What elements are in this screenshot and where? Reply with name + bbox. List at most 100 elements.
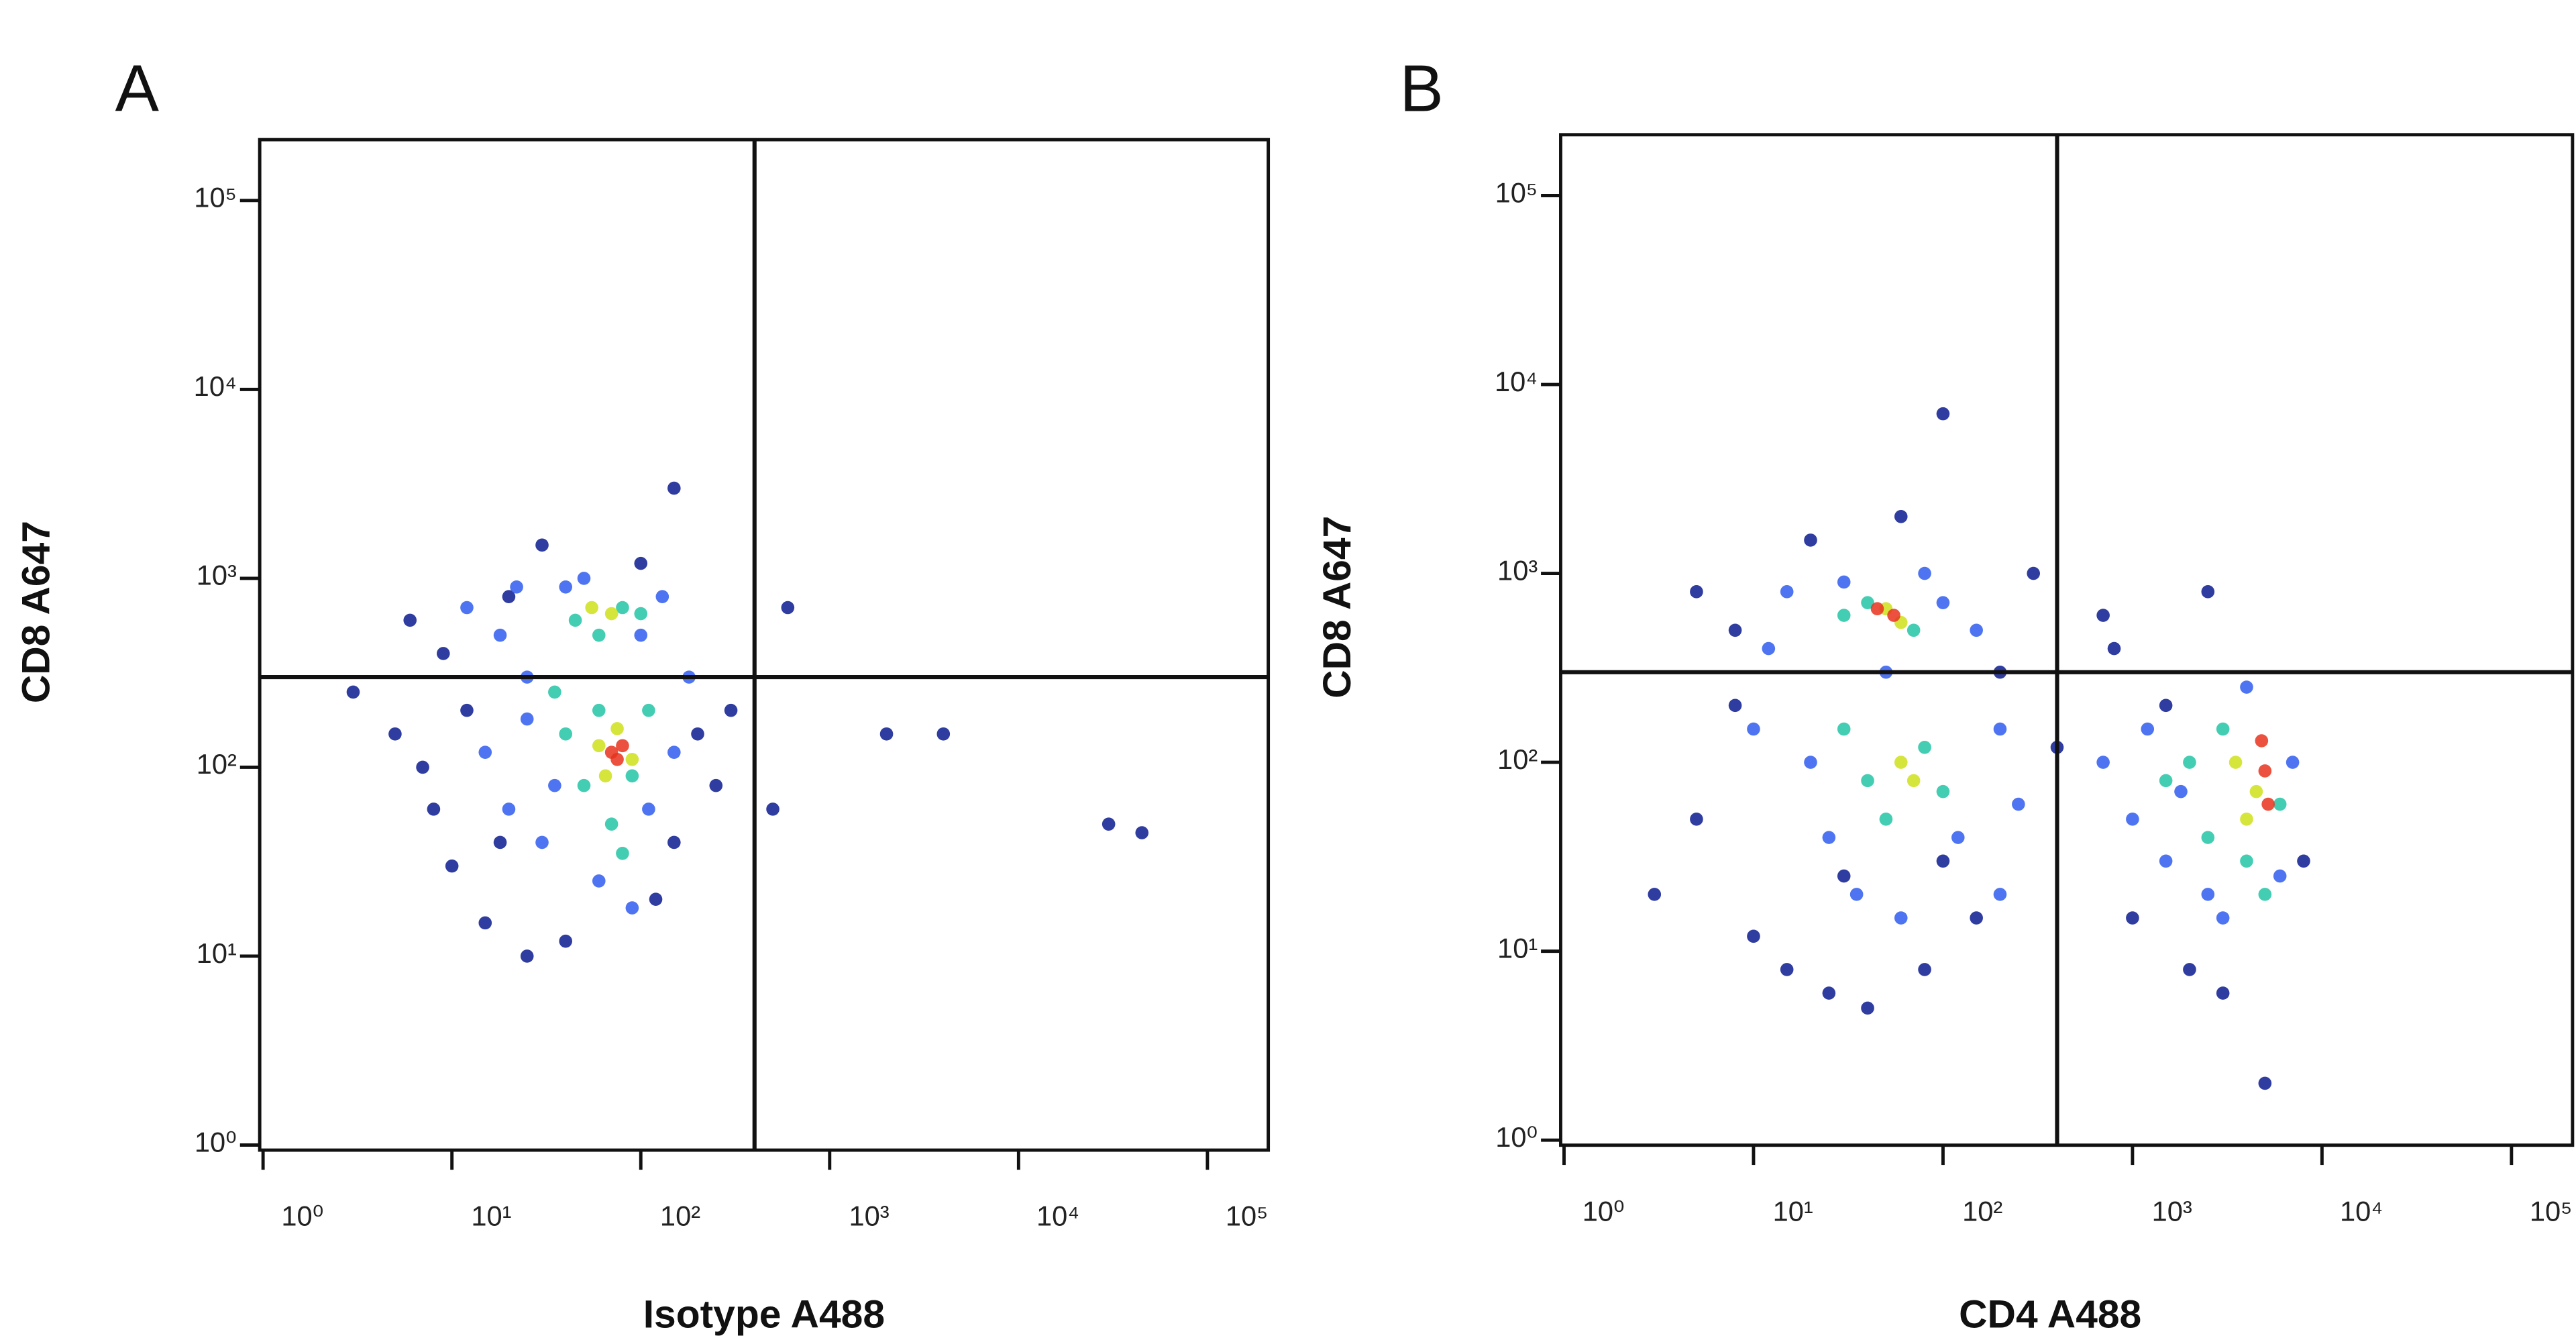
data-point [577, 778, 591, 792]
data-point [1762, 641, 1776, 656]
x-tick-label: 10² [660, 1200, 700, 1232]
y-tick-label: 10³ [1497, 554, 1538, 586]
data-point [2201, 831, 2215, 844]
data-point [634, 556, 648, 570]
data-point [2126, 911, 2139, 925]
y-tick-label: 10¹ [1497, 932, 1538, 964]
data-point [520, 712, 534, 726]
data-point [346, 685, 360, 699]
data-point [1894, 510, 1908, 523]
data-point [2255, 734, 2269, 747]
data-point [577, 572, 591, 585]
x-tick-label: 10⁴ [2340, 1195, 2383, 1227]
x-tick-label: 10¹ [1773, 1195, 1813, 1227]
data-point [598, 769, 612, 783]
data-point [2273, 797, 2287, 811]
x-tick-label: 10¹ [471, 1200, 511, 1232]
data-point [2096, 756, 2110, 769]
data-point [691, 727, 704, 741]
data-point [634, 628, 648, 642]
data-point [1837, 575, 1851, 589]
data-point [936, 727, 951, 741]
data-point [1936, 407, 1950, 421]
data-point [1918, 963, 1931, 976]
data-point [1804, 756, 1817, 769]
data-point [1849, 888, 1864, 901]
data-point [2201, 585, 2215, 599]
x-axis-title: Isotype A488 [643, 1293, 885, 1337]
y-tick-label: 10² [197, 748, 237, 780]
data-point [1894, 911, 1908, 925]
data-point [2096, 609, 2110, 622]
y-tick-label: 10⁰ [195, 1126, 237, 1157]
y-tick-label: 10⁰ [1495, 1121, 1538, 1153]
data-point [2174, 784, 2188, 798]
data-point [1728, 699, 1742, 713]
x-tick-label: 10⁰ [1582, 1195, 1625, 1227]
data-point [724, 703, 738, 717]
data-point [1648, 888, 1662, 901]
x-tick-label: 10² [1962, 1195, 2002, 1227]
plot-frame [1559, 133, 2575, 1147]
data-point [559, 934, 572, 948]
data-point [502, 590, 516, 603]
data-point [1822, 831, 1836, 844]
data-point [655, 590, 669, 603]
data-point [478, 916, 492, 930]
data-point [1894, 756, 1908, 769]
data-point [437, 647, 450, 660]
data-point [403, 613, 417, 627]
y-tick-label: 10⁵ [194, 182, 237, 213]
data-point [585, 601, 598, 615]
data-point [568, 613, 582, 627]
data-point [1887, 609, 1900, 622]
data-point [2258, 888, 2272, 901]
data-point [1907, 774, 1921, 788]
data-point [1993, 722, 2007, 736]
data-point [1690, 813, 1703, 826]
panel-label: A [115, 51, 160, 125]
data-point [1907, 623, 1921, 637]
data-point [766, 803, 780, 816]
data-point [2258, 764, 2272, 778]
data-point [548, 778, 561, 792]
data-point [1837, 609, 1851, 622]
data-point [502, 803, 516, 816]
data-point [1970, 623, 1983, 637]
data-point [1918, 566, 1931, 580]
data-point [2159, 699, 2173, 713]
data-point [1780, 963, 1794, 976]
data-point [625, 752, 639, 766]
data-point [1837, 722, 1851, 736]
data-point [1861, 774, 1874, 788]
data-point [2201, 888, 2215, 901]
x-axis-title: CD4 A488 [1959, 1293, 2141, 1337]
data-point [2258, 1076, 2272, 1090]
x-tick-label: 10³ [849, 1200, 889, 1232]
data-point [1822, 986, 1836, 1000]
data-point [1102, 817, 1116, 831]
data-point [2159, 774, 2173, 788]
data-point [592, 628, 606, 642]
data-point [2216, 911, 2230, 925]
x-tick-label: 10³ [2152, 1195, 2192, 1227]
data-point [445, 859, 459, 873]
data-point [667, 835, 681, 849]
data-point [1936, 854, 1950, 868]
plot-panel: B 10⁰ 10¹ 10² 10³ 10⁴ 10⁵ 10⁰ 10¹ 10² 10³ 10⁴ 10⁵ CD4… [1316, 51, 2575, 1337]
x-tick-label: 10⁵ [2530, 1195, 2573, 1227]
data-point [1870, 602, 1884, 616]
data-point [2240, 813, 2253, 826]
data-point [1970, 911, 1983, 925]
x-tick-label: 10⁰ [281, 1200, 323, 1232]
data-point [625, 901, 639, 915]
data-point [1135, 826, 1149, 839]
data-point [642, 703, 655, 717]
data-point [2216, 986, 2230, 1000]
data-point [460, 601, 474, 615]
y-tick-label: 10⁴ [194, 370, 237, 402]
plot-frame [258, 138, 1271, 1152]
data-point [2141, 722, 2155, 736]
data-point [2286, 756, 2300, 769]
